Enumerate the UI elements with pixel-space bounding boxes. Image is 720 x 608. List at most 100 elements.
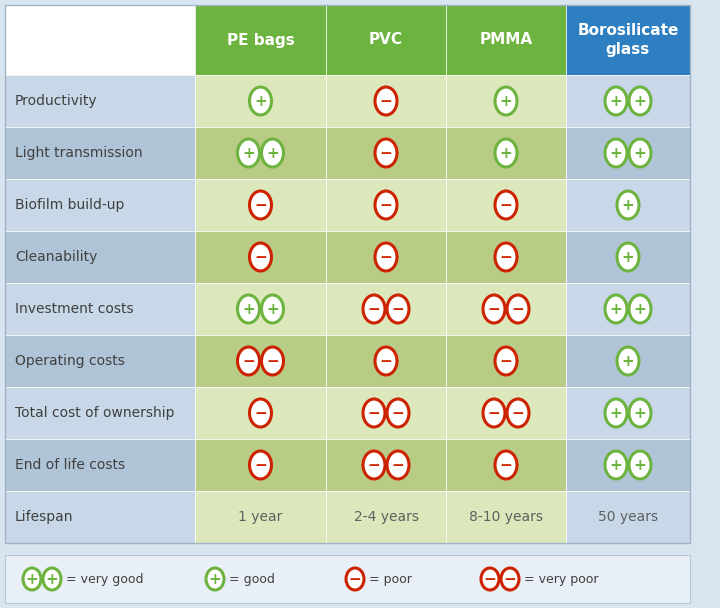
Text: −: − [379, 353, 392, 368]
Ellipse shape [629, 399, 651, 427]
Text: PMMA: PMMA [480, 32, 533, 47]
Text: +: + [621, 198, 634, 213]
Bar [326, 5, 446, 75]
Ellipse shape [387, 295, 409, 323]
Text: Biofilm build-up: Biofilm build-up [15, 198, 125, 212]
Text: +: + [26, 572, 38, 587]
Bar [5, 231, 195, 283]
Text: −: − [500, 353, 513, 368]
Bar [326, 283, 446, 335]
Bar [326, 179, 446, 231]
Text: = poor: = poor [369, 573, 412, 586]
Text: Borosilicate
glass: Borosilicate glass [577, 23, 679, 57]
Text: +: + [45, 572, 58, 587]
Ellipse shape [238, 295, 259, 323]
Text: Light transmission: Light transmission [15, 146, 143, 160]
Text: +: + [266, 145, 279, 161]
Text: +: + [610, 302, 622, 317]
Bar [326, 231, 446, 283]
Text: −: − [379, 198, 392, 213]
Ellipse shape [629, 295, 651, 323]
Ellipse shape [605, 399, 627, 427]
Ellipse shape [375, 243, 397, 271]
Text: +: + [610, 457, 622, 472]
Ellipse shape [375, 191, 397, 219]
Text: −: − [379, 249, 392, 264]
Ellipse shape [483, 295, 505, 323]
Ellipse shape [387, 399, 409, 427]
Ellipse shape [605, 295, 627, 323]
Text: −: − [487, 406, 500, 421]
Text: PVC: PVC [369, 32, 403, 47]
Text: = good: = good [229, 573, 275, 586]
Text: −: − [348, 572, 361, 587]
Ellipse shape [495, 87, 517, 115]
Ellipse shape [363, 399, 385, 427]
Text: −: − [484, 572, 496, 587]
Bar [195, 335, 326, 387]
Ellipse shape [363, 295, 385, 323]
Ellipse shape [250, 243, 271, 271]
Bar [5, 179, 195, 231]
Text: 1 year: 1 year [238, 510, 283, 524]
Text: +: + [634, 94, 647, 108]
Ellipse shape [346, 568, 364, 590]
Text: Investment costs: Investment costs [15, 302, 134, 316]
Ellipse shape [507, 295, 529, 323]
Bar [326, 439, 446, 491]
Bar [566, 231, 690, 283]
Ellipse shape [605, 139, 627, 167]
Bar [446, 75, 566, 127]
Text: +: + [621, 249, 634, 264]
Bar [566, 5, 690, 75]
Bar [195, 439, 326, 491]
Text: −: − [242, 353, 255, 368]
Text: +: + [634, 302, 647, 317]
Bar [195, 5, 326, 75]
Bar [446, 5, 566, 75]
Text: −: − [512, 406, 524, 421]
Bar [566, 179, 690, 231]
Bar [5, 5, 195, 75]
Bar [5, 283, 195, 335]
Ellipse shape [605, 87, 627, 115]
Text: −: − [503, 572, 516, 587]
Text: +: + [266, 302, 279, 317]
Ellipse shape [250, 399, 271, 427]
Text: −: − [379, 145, 392, 161]
Text: −: − [254, 198, 267, 213]
Bar [5, 387, 195, 439]
Text: Operating costs: Operating costs [15, 354, 125, 368]
Bar [446, 491, 566, 543]
Text: = very poor: = very poor [524, 573, 598, 586]
Ellipse shape [261, 347, 284, 375]
Bar [566, 439, 690, 491]
Ellipse shape [250, 87, 271, 115]
Bar [566, 127, 690, 179]
Ellipse shape [629, 139, 651, 167]
Text: −: − [392, 406, 405, 421]
Text: −: − [368, 302, 380, 317]
Bar [195, 283, 326, 335]
Text: 50 years: 50 years [598, 510, 658, 524]
Ellipse shape [206, 568, 224, 590]
Bar [446, 335, 566, 387]
Text: +: + [634, 457, 647, 472]
Text: +: + [634, 406, 647, 421]
Text: −: − [500, 198, 513, 213]
Ellipse shape [250, 191, 271, 219]
Bar [5, 335, 195, 387]
Ellipse shape [495, 451, 517, 479]
Ellipse shape [495, 347, 517, 375]
Ellipse shape [501, 568, 519, 590]
Text: +: + [634, 145, 647, 161]
Text: End of life costs: End of life costs [15, 458, 125, 472]
Text: +: + [254, 94, 267, 108]
Text: +: + [242, 145, 255, 161]
Ellipse shape [261, 295, 284, 323]
Bar [326, 335, 446, 387]
Ellipse shape [363, 451, 385, 479]
Ellipse shape [238, 139, 259, 167]
Bar [446, 283, 566, 335]
Bar [5, 127, 195, 179]
